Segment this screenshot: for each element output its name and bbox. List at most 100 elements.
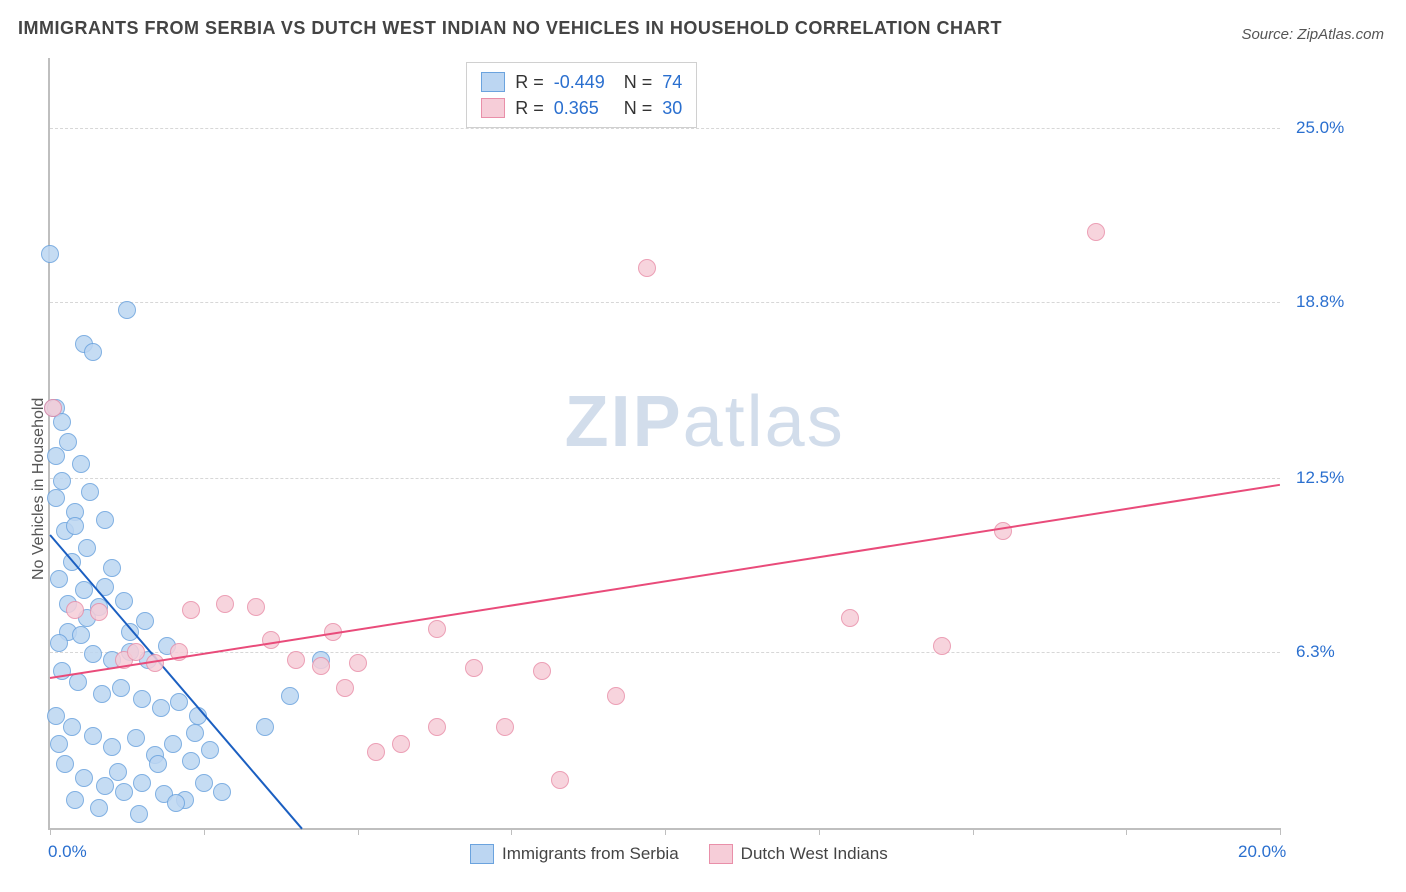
n-value-dutch: 30 <box>662 95 682 121</box>
data-point <box>63 718 81 736</box>
data-point <box>127 729 145 747</box>
data-point <box>287 651 305 669</box>
data-point <box>465 659 483 677</box>
data-point <box>149 755 167 773</box>
source-label: Source: ZipAtlas.com <box>1241 26 1384 43</box>
data-point <box>53 472 71 490</box>
legend-label-serbia: Immigrants from Serbia <box>502 844 679 864</box>
data-point <box>933 637 951 655</box>
data-point <box>182 752 200 770</box>
swatch-dutch <box>481 98 505 118</box>
x-tick <box>665 828 666 835</box>
data-point <box>130 805 148 823</box>
data-point <box>118 301 136 319</box>
data-point <box>84 727 102 745</box>
data-point <box>349 654 367 672</box>
data-point <box>47 489 65 507</box>
data-point <box>103 738 121 756</box>
x-tick <box>511 828 512 835</box>
legend-row-serbia: R = -0.449 N = 74 <box>481 69 682 95</box>
series-legend: Immigrants from Serbia Dutch West Indian… <box>470 844 888 864</box>
data-point <box>66 601 84 619</box>
x-axis-min-label: 0.0% <box>48 842 87 862</box>
n-value-serbia: 74 <box>662 69 682 95</box>
data-point <box>66 791 84 809</box>
legend-item-serbia: Immigrants from Serbia <box>470 844 679 864</box>
data-point <box>133 690 151 708</box>
data-point <box>93 685 111 703</box>
r-label: R = <box>515 69 544 95</box>
data-point <box>50 634 68 652</box>
data-point <box>367 743 385 761</box>
data-point <box>281 687 299 705</box>
swatch-dutch-icon <box>709 844 733 864</box>
data-point <box>72 455 90 473</box>
data-point <box>112 679 130 697</box>
n-label: N = <box>624 69 653 95</box>
data-point <box>994 522 1012 540</box>
data-point <box>182 601 200 619</box>
data-point <box>841 609 859 627</box>
data-point <box>496 718 514 736</box>
data-point <box>75 769 93 787</box>
data-point <box>152 699 170 717</box>
data-point <box>84 343 102 361</box>
scatter-plot-area <box>48 58 1280 830</box>
data-point <box>90 799 108 817</box>
data-point <box>428 718 446 736</box>
y-tick-label: 18.8% <box>1296 292 1344 312</box>
data-point <box>336 679 354 697</box>
gridline <box>50 652 1280 653</box>
y-tick-label: 25.0% <box>1296 118 1344 138</box>
swatch-serbia <box>481 72 505 92</box>
data-point <box>66 517 84 535</box>
gridline <box>50 302 1280 303</box>
x-tick <box>1280 828 1281 835</box>
data-point <box>109 763 127 781</box>
data-point <box>103 559 121 577</box>
x-axis-max-label: 20.0% <box>1238 842 1286 862</box>
legend-item-dutch: Dutch West Indians <box>709 844 888 864</box>
data-point <box>136 612 154 630</box>
data-point <box>1087 223 1105 241</box>
y-tick-label: 6.3% <box>1296 642 1335 662</box>
x-tick <box>204 828 205 835</box>
r-value-dutch: 0.365 <box>554 95 614 121</box>
data-point <box>312 657 330 675</box>
y-axis-label: No Vehicles in Household <box>30 398 48 580</box>
x-tick <box>358 828 359 835</box>
data-point <box>72 626 90 644</box>
data-point <box>167 794 185 812</box>
data-point <box>41 245 59 263</box>
data-point <box>638 259 656 277</box>
legend-label-dutch: Dutch West Indians <box>741 844 888 864</box>
n-label: N = <box>624 95 653 121</box>
data-point <box>164 735 182 753</box>
data-point <box>96 777 114 795</box>
chart-title: IMMIGRANTS FROM SERBIA VS DUTCH WEST IND… <box>18 18 1002 39</box>
gridline <box>50 478 1280 479</box>
data-point <box>50 735 68 753</box>
data-point <box>195 774 213 792</box>
x-tick <box>973 828 974 835</box>
data-point <box>115 783 133 801</box>
correlation-legend: R = -0.449 N = 74 R = 0.365 N = 30 <box>466 62 697 128</box>
data-point <box>56 755 74 773</box>
data-point <box>201 741 219 759</box>
r-value-serbia: -0.449 <box>554 69 614 95</box>
swatch-serbia-icon <box>470 844 494 864</box>
data-point <box>127 643 145 661</box>
x-tick <box>819 828 820 835</box>
data-point <box>115 592 133 610</box>
data-point <box>133 774 151 792</box>
data-point <box>428 620 446 638</box>
data-point <box>213 783 231 801</box>
data-point <box>50 570 68 588</box>
data-point <box>247 598 265 616</box>
data-point <box>186 724 204 742</box>
r-label: R = <box>515 95 544 121</box>
data-point <box>96 511 114 529</box>
data-point <box>47 447 65 465</box>
data-point <box>256 718 274 736</box>
x-tick <box>50 828 51 835</box>
